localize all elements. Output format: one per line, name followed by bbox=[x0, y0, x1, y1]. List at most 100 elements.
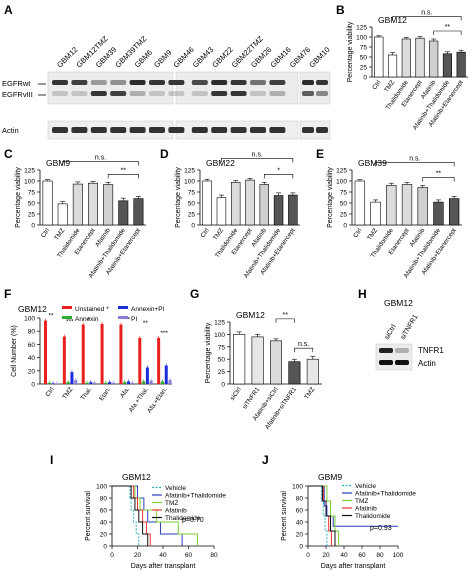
bar bbox=[93, 382, 97, 384]
y-tick-label: 50 bbox=[188, 201, 196, 208]
x-tick-label: 40 bbox=[340, 552, 348, 559]
bar bbox=[230, 182, 241, 226]
bar bbox=[100, 323, 104, 384]
blot-row-label: Actin bbox=[2, 126, 19, 135]
category-label: Ctrl bbox=[352, 227, 363, 239]
sig-bracket bbox=[107, 174, 139, 179]
blot-band bbox=[211, 80, 228, 85]
category-label: Ctrl bbox=[44, 386, 55, 398]
p-value: p=0.70 bbox=[182, 517, 204, 524]
y-axis-label: Percentage viability bbox=[15, 167, 22, 228]
bar bbox=[259, 184, 270, 226]
chart-title: GBM12 bbox=[122, 472, 151, 482]
chart-title: GBM9 bbox=[46, 158, 70, 168]
bar bbox=[251, 336, 264, 385]
blot-lane-label: GBM43 bbox=[191, 45, 215, 69]
bar bbox=[66, 382, 70, 384]
blot-membrane bbox=[47, 71, 174, 105]
bar bbox=[123, 382, 127, 384]
x-tick-label: 100 bbox=[393, 552, 404, 559]
bar bbox=[456, 51, 466, 78]
bar bbox=[415, 37, 425, 78]
chart-title: GBM9 bbox=[318, 472, 342, 482]
category-label: TMZ bbox=[61, 386, 74, 401]
legend-label: Afatinib+Thalidomide bbox=[165, 493, 226, 500]
bar bbox=[233, 334, 246, 385]
blot-lane-label: GBM22 bbox=[210, 45, 234, 69]
blot-band bbox=[250, 80, 266, 85]
blot-band bbox=[379, 348, 393, 353]
bar bbox=[417, 187, 428, 226]
blot-row-label: EGFRwt bbox=[2, 79, 31, 88]
panel-letter-F: F bbox=[4, 287, 11, 301]
y-tick-label: 60 bbox=[28, 342, 36, 349]
bar bbox=[138, 337, 142, 384]
x-tick-label: 0 bbox=[110, 552, 114, 559]
y-tick-label: 60 bbox=[296, 508, 304, 515]
x-tick-label: 40 bbox=[159, 552, 167, 559]
category-label: siCtrl bbox=[229, 386, 243, 402]
legend-label: Vehicle bbox=[165, 485, 186, 492]
blot-band bbox=[230, 80, 247, 85]
y-tick-label: 80 bbox=[100, 496, 108, 503]
bar bbox=[88, 182, 98, 226]
legend-swatch bbox=[118, 306, 128, 309]
blot-band bbox=[90, 91, 107, 96]
sig-bracket bbox=[433, 30, 462, 35]
blot-band bbox=[191, 127, 208, 133]
blot-lane-label: siTNFR1 bbox=[400, 313, 420, 341]
bar bbox=[62, 336, 66, 384]
panel-letter-G: G bbox=[190, 287, 199, 301]
y-tick-label: 50 bbox=[218, 357, 226, 364]
blot-membrane bbox=[299, 71, 331, 105]
bar bbox=[145, 367, 149, 384]
y-tick-label: 100 bbox=[24, 179, 35, 186]
bar bbox=[57, 203, 68, 226]
x-tick-label: 80 bbox=[210, 552, 218, 559]
blot-band bbox=[316, 80, 328, 85]
y-tick-label: 0 bbox=[191, 223, 195, 230]
blot-band bbox=[250, 91, 266, 96]
blot-band bbox=[250, 127, 266, 133]
survival-chart-I: GBM12 0 20 40 60 80 100 0 20 40 60 80 Percent surviv… bbox=[85, 472, 226, 570]
blot-band bbox=[90, 80, 107, 85]
bar bbox=[81, 324, 85, 384]
sig-label: * bbox=[87, 317, 90, 324]
sig-bracket bbox=[392, 16, 462, 21]
bar bbox=[55, 383, 59, 384]
legend-label: TMZ bbox=[355, 498, 368, 505]
y-tick-label: 0 bbox=[31, 382, 35, 389]
y-axis-label: Percentage viability bbox=[327, 167, 334, 228]
blot-band bbox=[110, 80, 127, 85]
bar bbox=[386, 185, 397, 226]
panel-letter-B: B bbox=[336, 3, 345, 17]
x-tick-label: 20 bbox=[322, 552, 330, 559]
blot-band bbox=[302, 91, 314, 96]
bar bbox=[273, 195, 284, 226]
y-tick-label: 40 bbox=[296, 520, 304, 527]
bar bbox=[160, 381, 164, 384]
bar bbox=[149, 380, 153, 384]
y-tick-label: 125 bbox=[336, 168, 347, 175]
blot-band bbox=[395, 348, 409, 353]
y-tick-label: 100 bbox=[336, 179, 347, 186]
sig-bracket bbox=[275, 318, 295, 323]
bar bbox=[85, 382, 89, 384]
sig-label: *** bbox=[123, 317, 131, 324]
bar bbox=[42, 180, 53, 226]
bar bbox=[269, 340, 283, 385]
y-tick-label: 75 bbox=[340, 190, 348, 197]
survival-curve bbox=[308, 485, 398, 527]
blot-band bbox=[230, 127, 247, 133]
blot-band bbox=[52, 127, 68, 133]
bar bbox=[401, 38, 411, 78]
bar bbox=[442, 53, 452, 78]
sig-label: ** bbox=[282, 312, 288, 319]
blot-row-label: TNFR1 bbox=[418, 346, 444, 355]
panel-letter-E: E bbox=[316, 147, 324, 161]
y-tick-label: 50 bbox=[28, 201, 36, 208]
x-tick-label: 60 bbox=[185, 552, 193, 559]
blot-band bbox=[316, 127, 328, 133]
y-tick-label: 125 bbox=[356, 25, 367, 32]
